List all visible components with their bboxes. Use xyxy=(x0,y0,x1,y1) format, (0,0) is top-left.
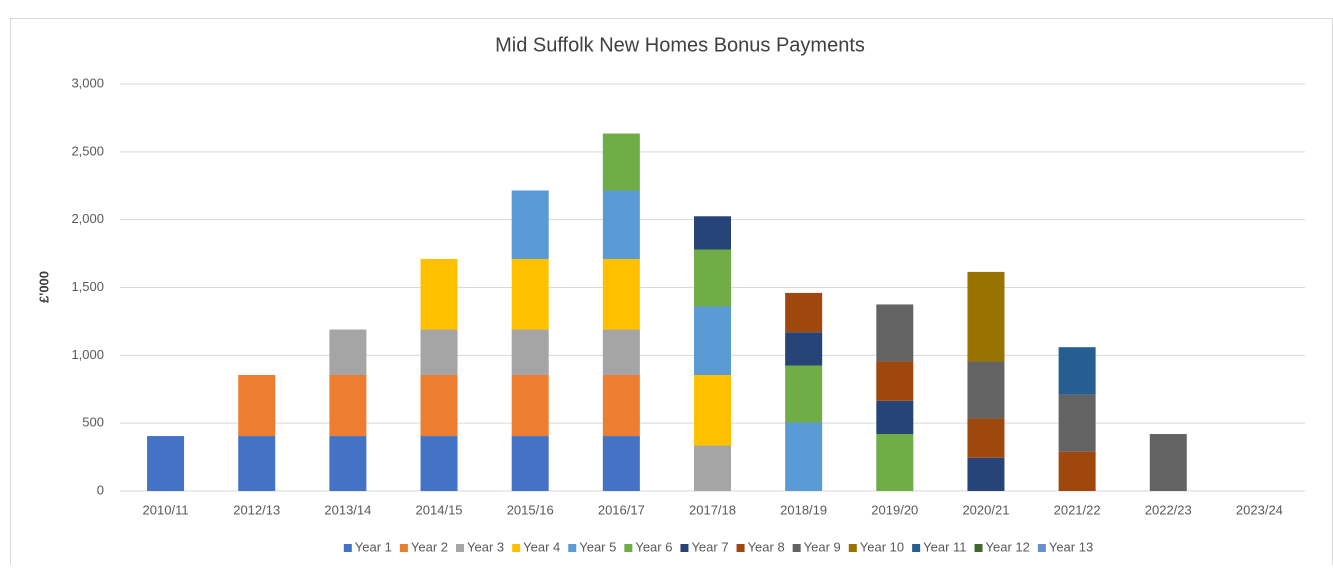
legend-swatch xyxy=(848,544,857,552)
bar-segment xyxy=(511,190,549,260)
bar-segment xyxy=(602,436,640,491)
bar-segment xyxy=(1058,347,1096,395)
x-tick-label: 2021/22 xyxy=(1054,502,1101,517)
y-tick-label: 0 xyxy=(97,482,104,497)
bar-segment xyxy=(511,259,549,330)
bar-segment xyxy=(785,365,823,423)
bar-segment xyxy=(420,436,458,491)
legend-label: Year 8 xyxy=(748,539,785,554)
legend-label: Year 6 xyxy=(635,539,672,554)
x-tick-label: 2016/17 xyxy=(598,502,645,517)
bar-segment xyxy=(329,375,367,437)
x-tick-label: 2017/18 xyxy=(689,502,736,517)
legend-label: Year 4 xyxy=(523,539,560,554)
bar-segment xyxy=(420,375,458,437)
x-tick-label: 2014/15 xyxy=(416,502,463,517)
bar-segment xyxy=(420,329,458,376)
x-tick-label: 2023/24 xyxy=(1236,502,1283,517)
bar-segment xyxy=(785,422,823,491)
legend-swatch xyxy=(974,544,983,552)
bar-segment xyxy=(785,332,823,366)
bar-segment xyxy=(329,436,367,491)
bar-segment xyxy=(967,418,1005,458)
legend-label: Year 3 xyxy=(467,539,504,554)
y-tick-label: 1,000 xyxy=(71,347,104,362)
legend-swatch xyxy=(399,544,408,552)
bar-segment xyxy=(602,133,640,191)
legend-label: Year 13 xyxy=(1049,539,1093,554)
bar-segment xyxy=(511,436,549,491)
legend-label: Year 2 xyxy=(411,539,448,554)
bar-segment xyxy=(785,292,823,333)
x-tick-label: 2022/23 xyxy=(1145,502,1192,517)
legend-swatch xyxy=(343,544,352,552)
bar-segment xyxy=(967,361,1005,419)
x-tick-label: 2012/13 xyxy=(233,502,280,517)
legend-swatch xyxy=(568,544,577,552)
legend-swatch xyxy=(680,544,689,552)
x-tick-label: 2013/14 xyxy=(324,502,371,517)
y-axis-label: £'000 xyxy=(36,271,51,303)
y-tick-label: 500 xyxy=(82,415,104,430)
legend-swatch xyxy=(912,544,921,552)
bar-segment xyxy=(238,375,276,437)
bar-segment xyxy=(511,375,549,437)
legend-swatch xyxy=(456,544,465,552)
bar-segment xyxy=(876,361,914,401)
chart-border xyxy=(10,18,1333,570)
bar-segment xyxy=(420,259,458,330)
bar-segment xyxy=(967,271,1005,362)
legend-label: Year 5 xyxy=(579,539,616,554)
x-tick-label: 2020/21 xyxy=(962,502,1009,517)
chart-title: Mid Suffolk New Homes Bonus Payments xyxy=(495,34,865,56)
bar-segment xyxy=(602,190,640,260)
x-tick-label: 2019/20 xyxy=(871,502,918,517)
bar-segment xyxy=(694,445,731,491)
bar-segment xyxy=(602,329,640,376)
y-tick-label: 3,000 xyxy=(71,75,104,90)
legend-swatch xyxy=(512,544,521,552)
legend-label: Year 12 xyxy=(986,539,1030,554)
x-tick-label: 2010/11 xyxy=(143,502,189,517)
bar-segment xyxy=(238,436,276,491)
bar-segment xyxy=(694,216,731,250)
bar-segment xyxy=(602,259,640,330)
legend-label: Year 9 xyxy=(804,539,841,554)
legend-swatch xyxy=(1037,544,1046,552)
y-tick-label: 1,500 xyxy=(71,279,104,294)
bar-segment xyxy=(876,304,914,362)
bar-segment xyxy=(694,249,731,307)
x-tick-label: 2018/19 xyxy=(780,502,827,517)
bar-segment xyxy=(694,306,731,376)
legend-label: Year 10 xyxy=(860,539,904,554)
legend-swatch xyxy=(624,544,633,552)
y-tick-label: 2,000 xyxy=(71,211,104,226)
bar-segment xyxy=(876,400,914,435)
bar-segment xyxy=(1149,434,1187,491)
bar-segment xyxy=(876,434,914,491)
legend-label: Year 1 xyxy=(355,539,392,554)
bar-segment xyxy=(602,375,640,437)
bar-segment xyxy=(967,457,1005,491)
legend-label: Year 11 xyxy=(923,539,966,554)
bar-segment xyxy=(1058,394,1096,452)
bar-segment xyxy=(1058,451,1096,491)
bar-segment xyxy=(329,329,367,376)
y-tick-label: 2,500 xyxy=(71,143,104,158)
legend-swatch xyxy=(736,544,745,552)
bar-segment xyxy=(147,436,185,491)
legend-swatch xyxy=(792,544,801,552)
bar-segment xyxy=(511,329,549,376)
legend-label: Year 7 xyxy=(691,539,728,554)
x-tick-label: 2015/16 xyxy=(507,502,554,517)
bar-segment xyxy=(694,375,731,446)
